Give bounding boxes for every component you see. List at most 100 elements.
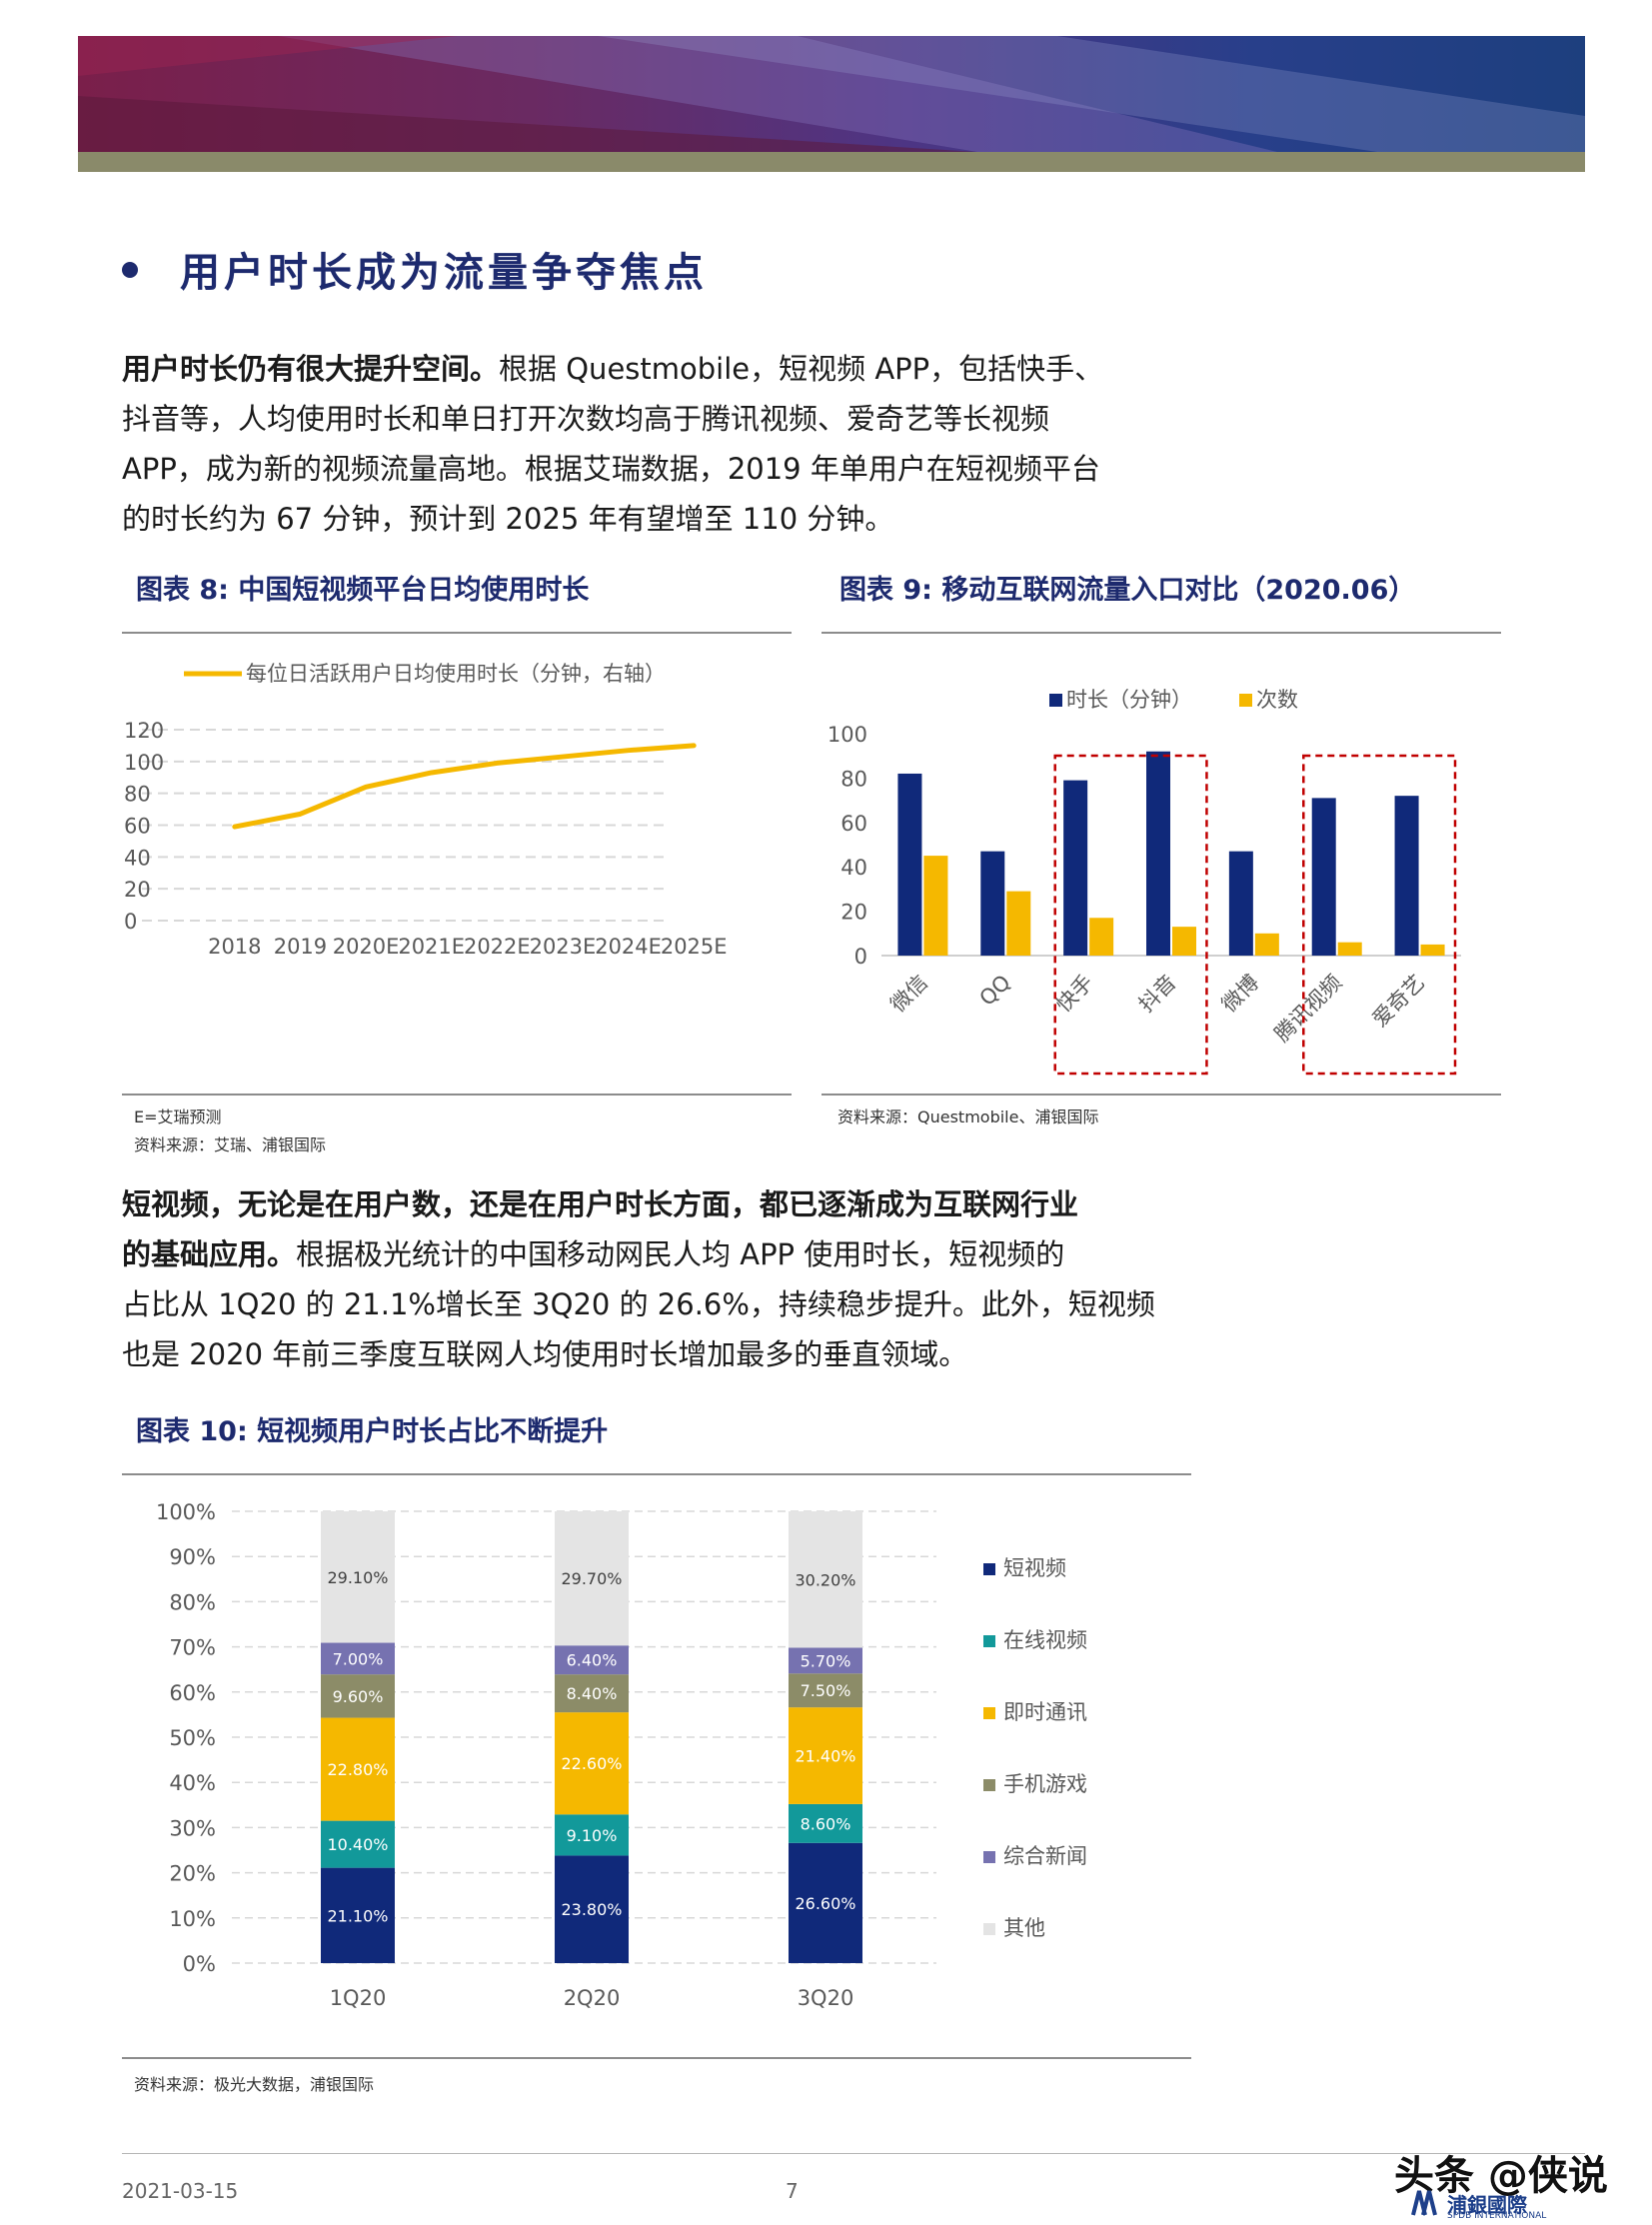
- legend-swatch: [983, 1635, 995, 1647]
- series-line-daily-minutes: [232, 743, 697, 830]
- data-label: 22.60%: [561, 1754, 622, 1773]
- stack-segment-其他: [555, 1511, 629, 1646]
- figure-9-source: 资料来源：Questmobile、浦银国际: [837, 1108, 1099, 1126]
- x-tick-label: 2022E: [464, 935, 531, 959]
- paragraph-1-line-1: 用户时长仍有很大提升空间。根据 Questmobile，短视频 APP，包括快手…: [122, 344, 1203, 394]
- legend-swatch: [983, 1779, 995, 1791]
- legend-label: 即时通讯: [1003, 1700, 1087, 1724]
- header-strip: [78, 152, 1585, 172]
- bar-count: [1337, 942, 1362, 956]
- data-label: 26.60%: [795, 1894, 855, 1913]
- stack-segment-其他: [321, 1511, 395, 1643]
- y-tick-label: 10%: [169, 1907, 216, 1931]
- x-tick-label: 3Q20: [798, 1986, 854, 2010]
- bar-duration: [980, 851, 1005, 956]
- y-tick-label: 40%: [169, 1771, 216, 1795]
- paragraph-2-line-4: 也是 2020 年前三季度互联网人均使用时长增加最多的垂直领域。: [122, 1337, 968, 1371]
- y-tick-label: 80%: [169, 1590, 216, 1614]
- data-label: 6.40%: [567, 1651, 618, 1670]
- data-label: 10.40%: [327, 1835, 388, 1854]
- paragraph-2-text-2: 根据极光统计的中国移动网民人均 APP 使用时长，短视频的: [296, 1237, 1065, 1271]
- legend-label: 次数: [1256, 688, 1298, 712]
- x-tick-label: 2024E: [595, 935, 662, 959]
- y-tick-label: 100: [124, 751, 164, 775]
- logo-subtitle: SPDB INTERNATIONAL: [1447, 2211, 1547, 2221]
- stack-segment-即时通讯: [789, 1707, 862, 1804]
- data-label: 29.70%: [561, 1569, 622, 1588]
- bar-duration: [1228, 851, 1253, 956]
- figure-10-source: 资料来源：极光大数据，浦银国际: [134, 2075, 375, 2094]
- x-tick-label: 1Q20: [330, 1986, 387, 2010]
- stack-segment-其他: [789, 1511, 862, 1648]
- data-label: 7.00%: [333, 1649, 384, 1668]
- bar-duration: [1394, 796, 1419, 956]
- figure-9-title: 图表 9: 移动互联网流量入口对比（2020.06）: [839, 575, 1416, 606]
- stack-segment-手机游戏: [321, 1674, 395, 1718]
- section-title: 用户时长成为流量争夺焦点: [180, 250, 708, 296]
- x-tick-label: 2021E: [398, 935, 465, 959]
- header-banner: [78, 36, 1585, 152]
- figure-8-source: 资料来源：艾瑞、浦银国际: [134, 1135, 327, 1154]
- y-tick-label: 80: [840, 767, 867, 791]
- figure-9-top-rule: [822, 632, 1501, 634]
- logo-text: 浦銀國際: [1447, 2193, 1527, 2217]
- bar-count: [1089, 918, 1114, 956]
- stack-segment-在线视频: [555, 1814, 629, 1856]
- bar-count: [923, 856, 948, 956]
- x-tick-label: QQ: [974, 971, 1014, 1011]
- data-label: 8.60%: [801, 1814, 851, 1833]
- y-tick-label: 100: [827, 723, 867, 747]
- banner-stripes: [78, 36, 1585, 152]
- y-tick-label: 80: [124, 783, 151, 807]
- figure-10-chart: 0% 10% 20% 30% 40% 50% 60% 70% 80% 90% 100% 21.10% 1…: [156, 1500, 1087, 2010]
- legend-swatch: [983, 1923, 995, 1935]
- bar-count: [1254, 933, 1279, 956]
- x-tick-label: 2023E: [530, 935, 597, 959]
- stack-segment-在线视频: [321, 1820, 395, 1868]
- paragraph-2-line-3: 占比从 1Q20 的 21.1%增长至 3Q20 的 26.6%，持续稳步提升。…: [122, 1287, 1155, 1321]
- paragraph-1-line-3: APP，成为新的视频流量高地。根据艾瑞数据，2019 年单用户在短视频平台: [122, 452, 1100, 486]
- stack-segment-综合新闻: [789, 1647, 862, 1674]
- stack-segment-手机游戏: [789, 1673, 862, 1708]
- stack-segment-即时通讯: [321, 1717, 395, 1821]
- legend-label: 时长（分钟）: [1066, 688, 1192, 712]
- legend-label: 手机游戏: [1003, 1772, 1087, 1796]
- y-tick-label: 40: [124, 846, 151, 870]
- paragraph-1-line-4: 的时长约为 67 分钟，预计到 2025 年有望增至 110 分钟。: [122, 502, 894, 536]
- bar-count: [1006, 891, 1031, 956]
- x-tick-label: 2Q20: [564, 1986, 621, 2010]
- y-tick-label: 0: [854, 945, 867, 969]
- bar-count: [1172, 927, 1196, 956]
- data-label: 21.40%: [795, 1747, 855, 1766]
- y-tick-label: 60: [840, 812, 867, 836]
- x-tick-label: 2019: [274, 935, 327, 959]
- data-label: 7.50%: [801, 1681, 851, 1700]
- stack-segment-手机游戏: [555, 1674, 629, 1713]
- figure-10-top-rule: [122, 1473, 1191, 1475]
- figure-8-top-rule: [122, 632, 792, 634]
- figure-10-title: 图表 10: 短视频用户时长占比不断提升: [136, 1416, 609, 1447]
- footer-date: 2021-03-15: [122, 2179, 239, 2203]
- y-tick-label: 90%: [169, 1545, 216, 1569]
- stack-segment-即时通讯: [555, 1712, 629, 1815]
- y-tick-label: 60: [124, 815, 151, 839]
- figure-8-title: 图表 8: 中国短视频平台日均使用时长: [136, 575, 590, 606]
- x-tick-label: 2018: [208, 935, 261, 959]
- paragraph-2-line-2: 的基础应用。根据极光统计的中国移动网民人均 APP 使用时长，短视频的: [122, 1229, 1203, 1279]
- legend-label: 其他: [1003, 1916, 1045, 1940]
- y-tick-label: 40: [840, 856, 867, 880]
- bar-duration: [897, 773, 922, 956]
- legend-swatch: [983, 1563, 995, 1575]
- y-tick-label: 0%: [183, 1952, 216, 1976]
- x-tick-label: 爱奇艺: [1368, 971, 1430, 1033]
- legend-label: 在线视频: [1003, 1628, 1087, 1652]
- paragraph-2-lead: 的基础应用。: [122, 1237, 297, 1271]
- data-label: 29.10%: [327, 1568, 388, 1587]
- x-tick-label: 微博: [1217, 971, 1264, 1018]
- y-tick-label: 120: [124, 719, 164, 743]
- legend-label: 每位日活跃用户日均使用时长（分钟，右轴）: [246, 662, 666, 686]
- paragraph-1: 用户时长仍有很大提升空间。根据 Questmobile，短视频 APP，包括快手…: [122, 344, 1203, 544]
- figure-9-bottom-rule: [822, 1094, 1501, 1096]
- legend-label: 综合新闻: [1003, 1844, 1087, 1868]
- data-label: 22.80%: [327, 1760, 388, 1779]
